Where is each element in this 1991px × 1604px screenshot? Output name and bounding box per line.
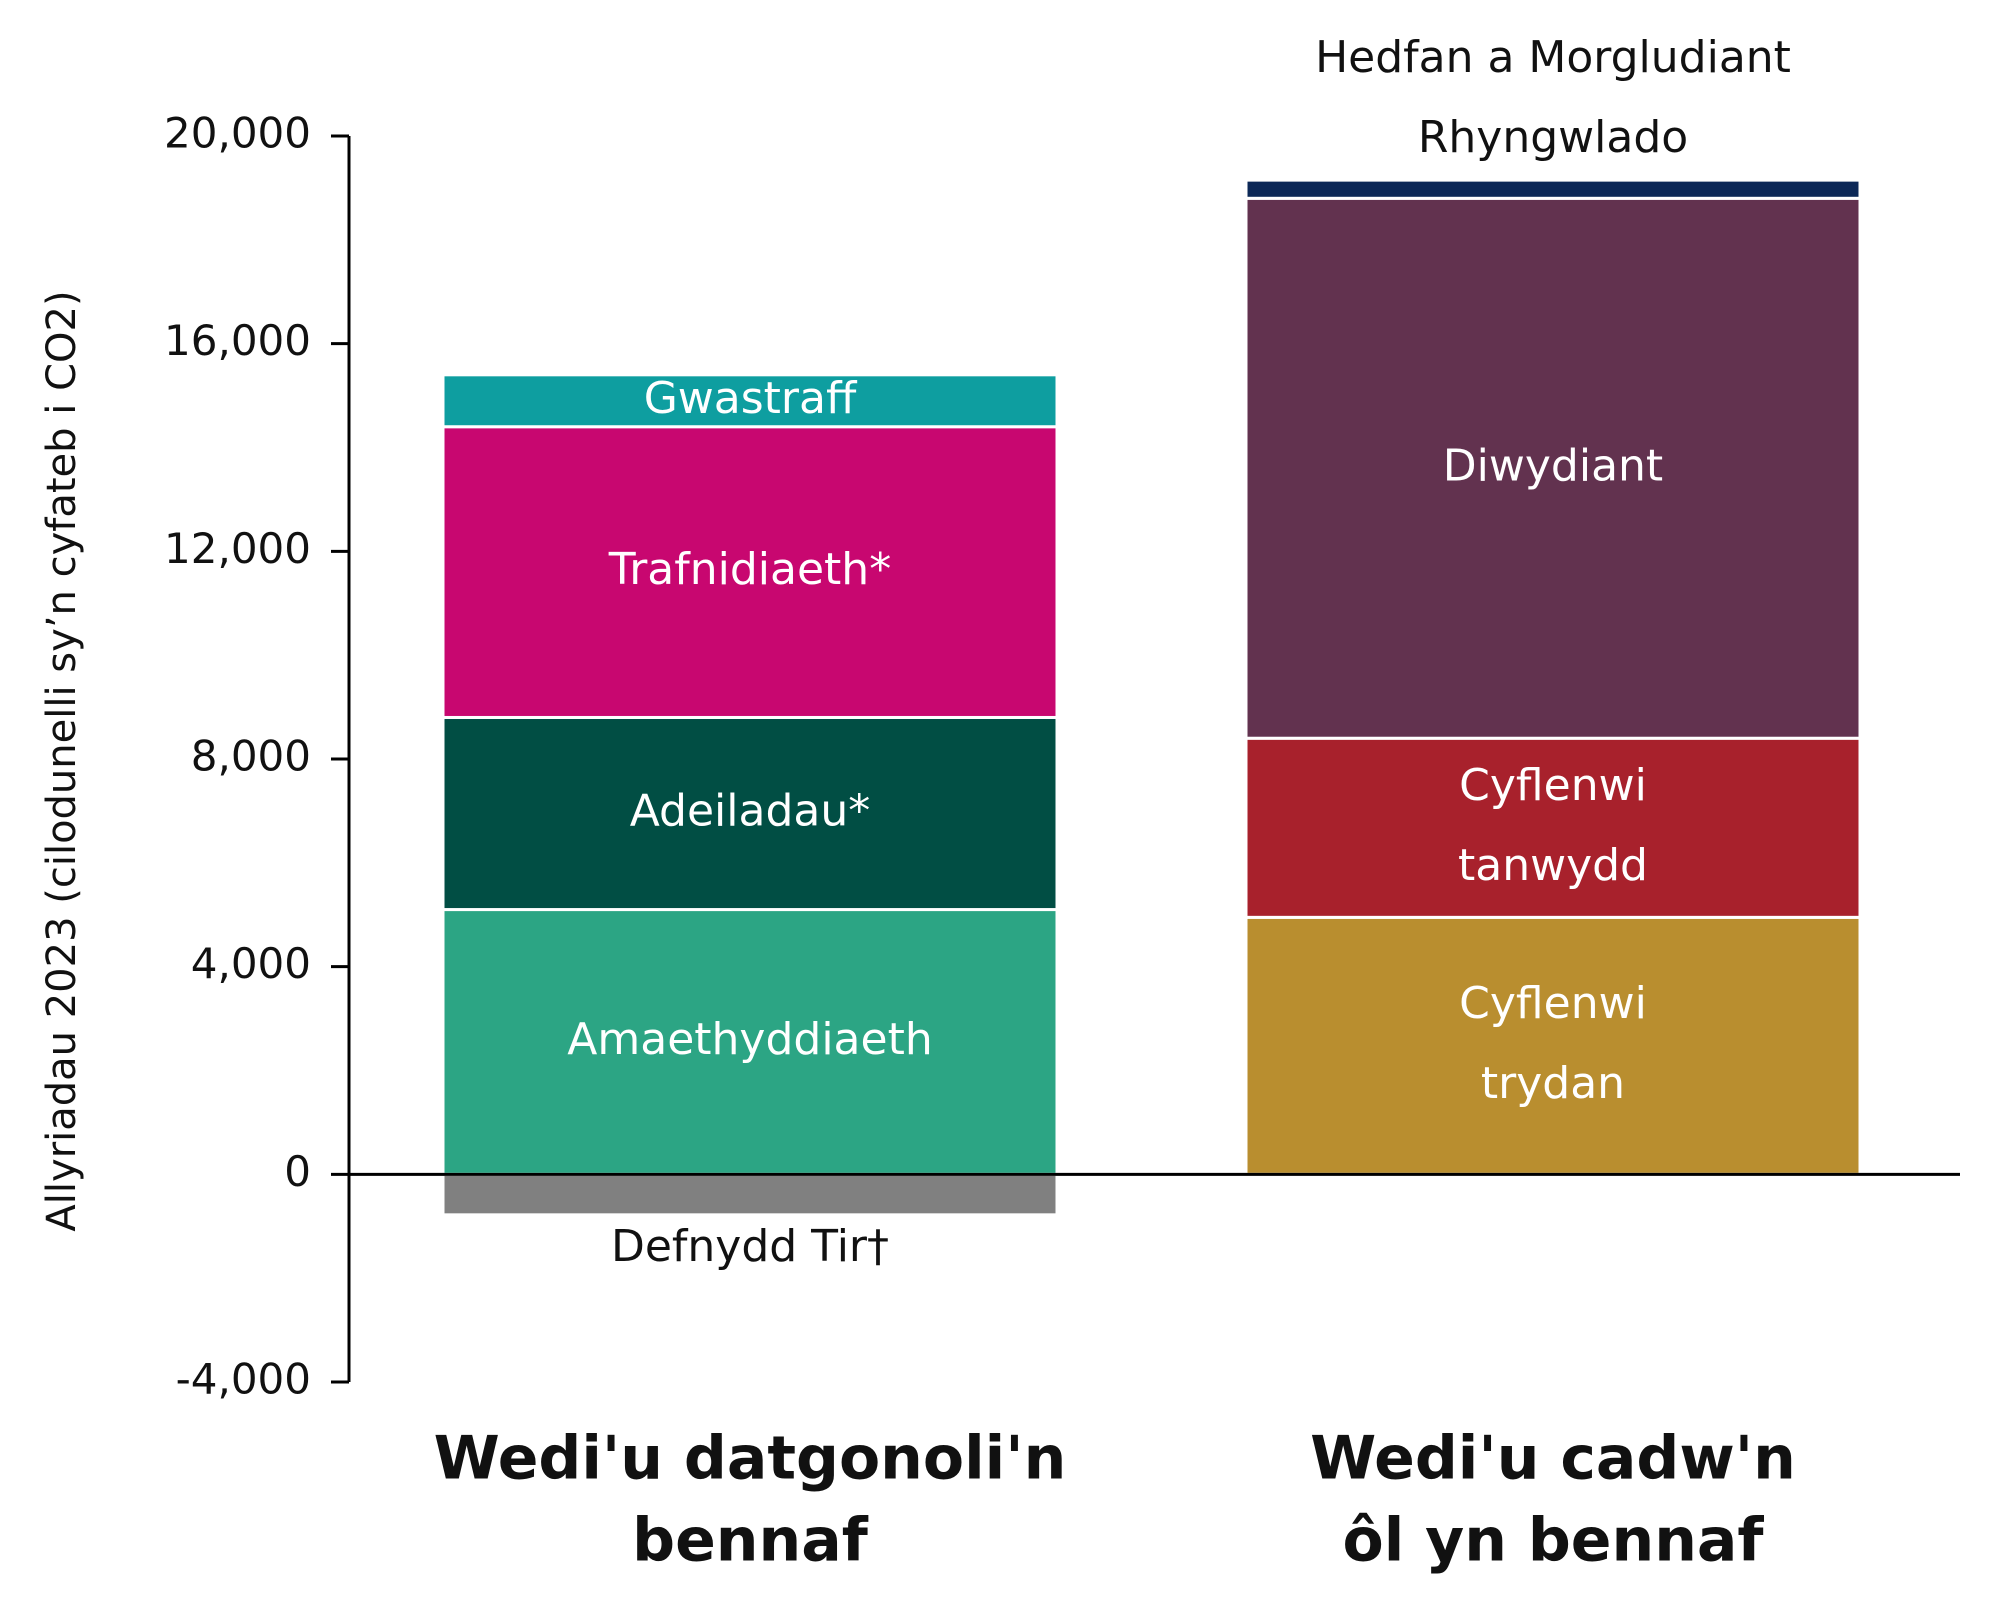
category-label: bennaf: [632, 1506, 869, 1576]
segment-label: Cyflenwi: [1459, 760, 1647, 811]
bar-segment: [1244, 196, 1862, 740]
y-axis: -4,000 0 4,000 8,000 12,000 16,000 20,000: [164, 109, 351, 1404]
segment-label: Defnydd Tir†: [611, 1221, 889, 1272]
segment-labels: Defnydd Tir† Amaethyddiaeth Adeiladau* Traf…: [567, 32, 1791, 1272]
y-axis-title: Allyriadau 2023 (cilodunelli sy’n cyfate…: [39, 290, 85, 1231]
bar-segment: [441, 1172, 1059, 1217]
category-label: ôl yn bennaf: [1342, 1506, 1764, 1576]
bar-segment: [441, 425, 1059, 719]
y-tick-label: 12,000: [164, 524, 311, 573]
segment-label: Amaethyddiaeth: [567, 1014, 932, 1065]
category-label: Wedi'u datgonoli'n: [434, 1424, 1067, 1494]
segment-label: trydan: [1481, 1058, 1625, 1109]
segment-label: Gwastraff: [644, 373, 858, 424]
segment-label: Adeiladau*: [630, 786, 871, 837]
bar-segment: [1244, 178, 1862, 200]
segment-label: Cyflenwi: [1459, 978, 1647, 1029]
segment-label: Trafnidiaeth*: [608, 544, 891, 595]
segment-label: tanwydd: [1458, 840, 1648, 891]
category-labels: Wedi'u datgonoli'n bennaf Wedi'u cadw'n ôl …: [434, 1424, 1796, 1576]
bar-segment: [1244, 915, 1862, 1176]
segment-label: Hedfan a Morgludiant: [1315, 32, 1791, 83]
category-label: Wedi'u cadw'n: [1310, 1424, 1796, 1494]
y-tick-label: 8,000: [191, 732, 311, 781]
y-tick-label: 4,000: [191, 939, 311, 988]
y-tick-label: 0: [284, 1147, 311, 1196]
bar-segment: [441, 715, 1059, 912]
y-tick-label: 16,000: [164, 316, 311, 365]
bar-segment: [441, 908, 1059, 1176]
y-tick-label: 20,000: [164, 109, 311, 158]
segment-label: Rhyngwlado: [1418, 112, 1688, 163]
segment-label: Diwydiant: [1443, 440, 1663, 491]
bar-stacks: [441, 178, 1862, 1217]
bar-segment: [441, 373, 1059, 429]
y-tick-label: -4,000: [176, 1355, 311, 1404]
